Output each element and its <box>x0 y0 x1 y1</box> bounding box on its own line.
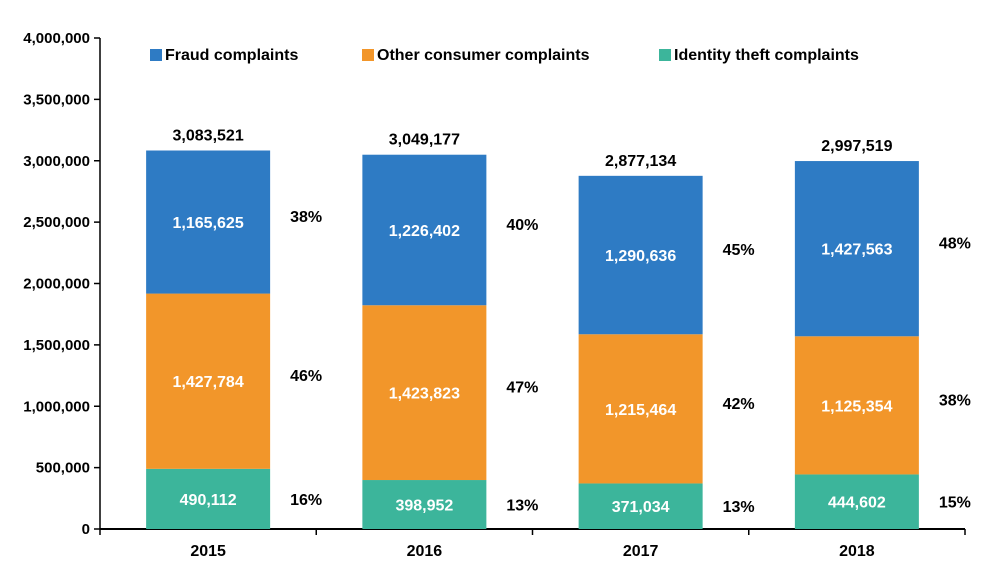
bar-segment-fraud-complaints <box>362 154 487 306</box>
segment-percent-label: 40% <box>506 217 538 234</box>
segment-value-label: 398,952 <box>395 498 453 515</box>
segment-value-label: 1,427,784 <box>173 374 244 391</box>
bar-total-label: 3,049,177 <box>389 132 460 149</box>
y-tick-label: 500,000 <box>36 460 90 477</box>
bars <box>146 150 919 529</box>
segment-value-label: 1,215,464 <box>605 402 676 419</box>
bar-segment-fraud-complaints <box>578 175 703 335</box>
segment-percent-label: 38% <box>939 392 971 409</box>
legend-label-identity-theft-complaints: Identity theft complaints <box>674 47 859 64</box>
x-axis: 2015 2016 2017 2018 <box>99 528 966 560</box>
segment-value-label: 1,290,636 <box>605 248 676 265</box>
bar-segment-identity-theft-complaints <box>578 483 703 529</box>
x-category-label: 2017 <box>623 543 659 560</box>
segment-percent-label: 47% <box>506 380 538 397</box>
segment-value-label: 1,427,563 <box>821 242 892 259</box>
bar-segment-fraud-complaints <box>794 161 919 337</box>
legend-swatch-identity-theft-complaints <box>659 49 671 61</box>
y-tick-label: 2,500,000 <box>23 214 90 231</box>
y-tick-label: 1,500,000 <box>23 337 90 354</box>
segment-percent-label: 13% <box>506 498 538 515</box>
segment-value-label: 1,165,625 <box>173 215 244 232</box>
y-tick-label: 3,500,000 <box>23 91 90 108</box>
segment-percent-label: 46% <box>290 368 322 385</box>
segment-value-label: 1,226,402 <box>389 223 460 240</box>
data-labels: 490,112 16% 1,427,784 46% 1,165,625 38% 3,083,… <box>173 127 971 516</box>
bar-segment-other-consumer-complaints <box>794 336 919 475</box>
segment-percent-label: 48% <box>939 236 971 253</box>
bar-segment-identity-theft-complaints <box>146 468 271 529</box>
legend-swatch-fraud-complaints <box>150 49 162 61</box>
y-tick-label: 0 <box>82 521 90 538</box>
y-tick-label: 2,000,000 <box>23 276 90 293</box>
y-axis: 0 500,000 1,000,000 1,500,000 2,000,000 2,500… <box>23 30 101 538</box>
bar-segment-identity-theft-complaints <box>362 480 487 529</box>
bar-segment-other-consumer-complaints <box>146 293 271 469</box>
segment-value-label: 1,423,823 <box>389 386 460 403</box>
segment-value-label: 444,602 <box>828 495 886 512</box>
bar-segment-fraud-complaints <box>146 150 271 294</box>
segment-value-label: 1,125,354 <box>821 398 892 415</box>
x-category-label: 2016 <box>407 543 443 560</box>
segment-percent-label: 13% <box>723 499 755 516</box>
bar-segment-other-consumer-complaints <box>578 334 703 484</box>
legend-swatch-other-consumer-complaints <box>362 49 374 61</box>
bar-total-label: 3,083,521 <box>173 127 244 144</box>
segment-percent-label: 45% <box>723 242 755 259</box>
bar-total-label: 2,997,519 <box>821 138 892 155</box>
segment-percent-label: 16% <box>290 492 322 509</box>
bar-segment-identity-theft-complaints <box>794 474 919 529</box>
bar-total-label: 2,877,134 <box>605 153 676 170</box>
x-category-label: 2015 <box>190 543 226 560</box>
segment-value-label: 371,034 <box>612 499 670 516</box>
segment-percent-label: 15% <box>939 495 971 512</box>
segment-value-label: 490,112 <box>180 492 237 509</box>
segment-percent-label: 38% <box>290 209 322 226</box>
y-tick-label: 4,000,000 <box>23 30 90 47</box>
bar-segment-other-consumer-complaints <box>362 305 487 481</box>
legend-label-other-consumer-complaints: Other consumer complaints <box>377 47 590 64</box>
x-category-label: 2018 <box>839 543 875 560</box>
y-tick-label: 1,000,000 <box>23 398 90 415</box>
legend: Fraud complaints Other consumer complaint… <box>150 47 859 64</box>
y-tick-label: 3,000,000 <box>23 153 90 170</box>
segment-percent-label: 42% <box>723 396 755 413</box>
legend-label-fraud-complaints: Fraud complaints <box>165 47 298 64</box>
